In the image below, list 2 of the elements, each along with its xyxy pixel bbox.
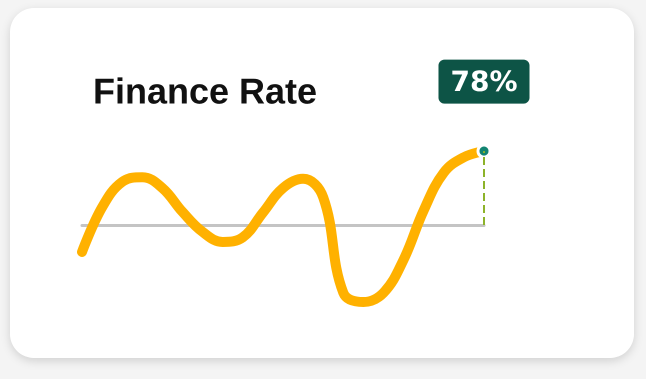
chart-title: Finance Rate [93, 70, 318, 112]
annotation: 78% [450, 65, 518, 98]
